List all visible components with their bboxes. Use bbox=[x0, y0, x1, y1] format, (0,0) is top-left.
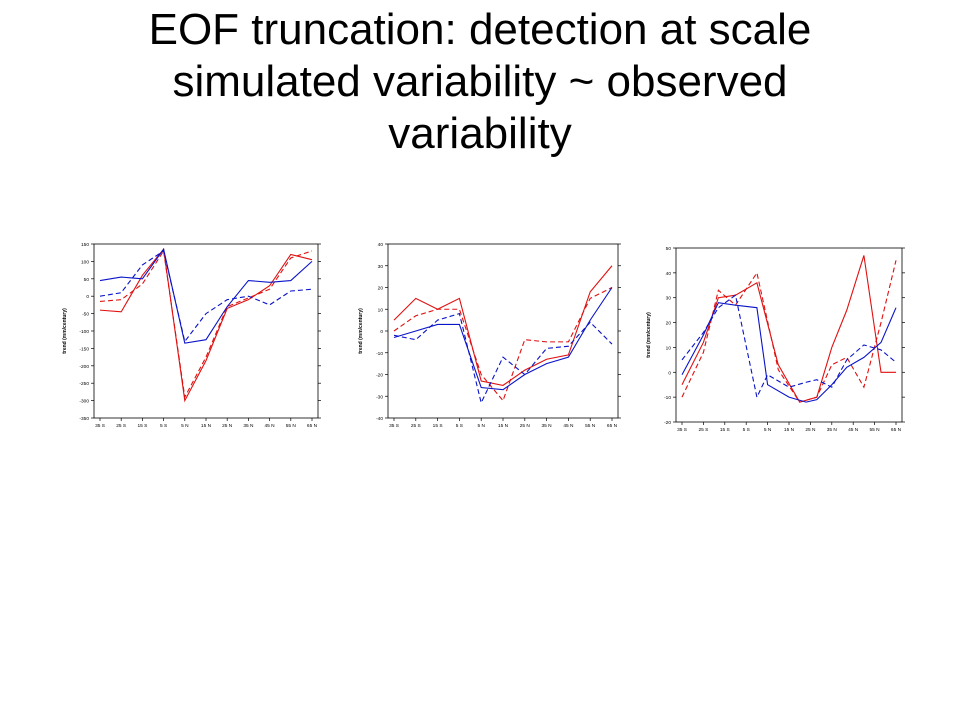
x-tick-label: 5 N bbox=[477, 423, 485, 429]
x-tick-label: 35 S bbox=[389, 423, 399, 429]
y-tick-label: 10 bbox=[666, 345, 672, 351]
x-tick-label: 15 S bbox=[433, 423, 443, 429]
x-tick-label: 45 N bbox=[265, 423, 276, 429]
y-tick-label: 20 bbox=[378, 286, 384, 292]
y-tick-label: -10 bbox=[664, 395, 671, 401]
y-tick-label: -20 bbox=[664, 420, 671, 426]
series-line-blue-dashed bbox=[681, 294, 897, 399]
x-tick-label: 25 N bbox=[805, 427, 816, 432]
chart-panel-2: 40 30 20 10 0 -10 -20 -30 -40 35 S 25 S 15 S 5 S 5 N 1… bbox=[358, 242, 621, 429]
series-line-blue-solid bbox=[681, 302, 897, 403]
slide-title: EOF truncation: detection at scale simul… bbox=[40, 4, 920, 160]
y-tick-label: 20 bbox=[666, 321, 672, 327]
y-tick-label: -200 bbox=[79, 364, 89, 370]
x-tick-label: 15 S bbox=[137, 423, 147, 429]
x-tick-label: 25 S bbox=[411, 423, 421, 429]
series-line-blue-dashed bbox=[393, 312, 613, 405]
series-line-blue-dashed bbox=[99, 250, 313, 343]
series-line-red-solid bbox=[99, 247, 313, 403]
x-tick-label: 15 N bbox=[201, 423, 212, 429]
x-tick-label: 55 N bbox=[286, 423, 297, 429]
x-tick-label: 65 N bbox=[891, 427, 902, 432]
series-line-red-solid bbox=[681, 255, 896, 403]
x-tick-label: 25 S bbox=[698, 427, 708, 432]
x-tick-label: 5 N bbox=[764, 427, 772, 432]
x-tick-label: 15 N bbox=[498, 423, 509, 429]
y-axis-label: trend (mm/century) bbox=[62, 308, 68, 354]
x-tick-label: 45 N bbox=[563, 423, 574, 429]
x-tick-label: 35 S bbox=[95, 423, 105, 429]
y-tick-label: 0 bbox=[86, 294, 89, 300]
y-axis-label: trend (mm/century) bbox=[646, 312, 652, 358]
x-tick-label: 5 S bbox=[743, 427, 750, 432]
plot-frame bbox=[675, 247, 903, 423]
y-tick-label: 30 bbox=[378, 264, 384, 270]
y-tick-label: -300 bbox=[79, 399, 89, 405]
x-tick-label: 25 N bbox=[520, 423, 531, 429]
y-tick-label: 30 bbox=[666, 296, 672, 302]
chart-panel-3: 50 40 30 20 10 0 -10 -20 35 S 25 S 15 S 5 S 5 N 15 N 2… bbox=[646, 246, 905, 432]
y-tick-label: -20 bbox=[376, 373, 383, 379]
y-tick-label: 40 bbox=[378, 242, 384, 248]
x-tick-label: 5 N bbox=[181, 423, 189, 429]
x-tick-label: 65 N bbox=[607, 423, 618, 429]
x-tick-label: 5 S bbox=[160, 423, 167, 429]
x-tick-label: 15 N bbox=[784, 427, 795, 432]
x-tick-label: 65 N bbox=[307, 423, 318, 429]
x-tick-label: 25 N bbox=[222, 423, 233, 429]
y-tick-label: 100 bbox=[81, 259, 89, 265]
x-tick-label: 15 S bbox=[720, 427, 730, 432]
x-tick-label: 35 N bbox=[827, 427, 838, 432]
y-tick-label: 0 bbox=[380, 329, 383, 335]
y-tick-label: -40 bbox=[376, 416, 383, 422]
y-tick-label: -250 bbox=[79, 381, 89, 387]
slide-title-line-1: EOF truncation: detection at scale bbox=[148, 5, 812, 54]
x-tick-label: 25 S bbox=[116, 423, 126, 429]
y-tick-label: -50 bbox=[82, 312, 89, 318]
y-tick-label: 50 bbox=[666, 246, 672, 252]
y-tick-label: -100 bbox=[79, 329, 89, 335]
series-line-red-dashed bbox=[681, 260, 897, 403]
plot-frame bbox=[93, 243, 319, 419]
series-line-red-solid bbox=[393, 265, 613, 386]
y-tick-label: -350 bbox=[79, 416, 89, 422]
x-tick-label: 35 N bbox=[243, 423, 254, 429]
series-line-red-dashed bbox=[393, 287, 613, 402]
y-tick-label: 10 bbox=[378, 307, 384, 313]
y-tick-label: 40 bbox=[666, 271, 672, 277]
y-axis-label: trend (mm/century) bbox=[358, 308, 364, 354]
y-tick-label: -150 bbox=[79, 346, 89, 352]
y-tick-label: 150 bbox=[81, 242, 89, 248]
x-tick-label: 55 N bbox=[870, 427, 881, 432]
x-tick-label: 35 S bbox=[677, 427, 687, 432]
y-tick-label: -10 bbox=[376, 351, 383, 357]
y-tick-label: -30 bbox=[376, 394, 383, 400]
x-tick-label: 5 S bbox=[456, 423, 463, 429]
slide-title-line-2: simulated variability ~ observed bbox=[172, 57, 788, 106]
x-tick-label: 35 N bbox=[542, 423, 553, 429]
chart-panel-1: 150 100 50 0 -50 -100 -150 -200 -250 -300 -350 35 S… bbox=[62, 242, 321, 429]
series-line-red-dashed bbox=[99, 249, 313, 399]
x-tick-label: 55 N bbox=[585, 423, 596, 429]
y-tick-label: 0 bbox=[668, 370, 671, 376]
slide-title-line-3: variability bbox=[388, 109, 572, 158]
series-line-blue-solid bbox=[393, 287, 613, 391]
y-tick-label: 50 bbox=[84, 277, 90, 283]
series-line-blue-solid bbox=[99, 247, 313, 344]
x-tick-label: 45 N bbox=[848, 427, 859, 432]
